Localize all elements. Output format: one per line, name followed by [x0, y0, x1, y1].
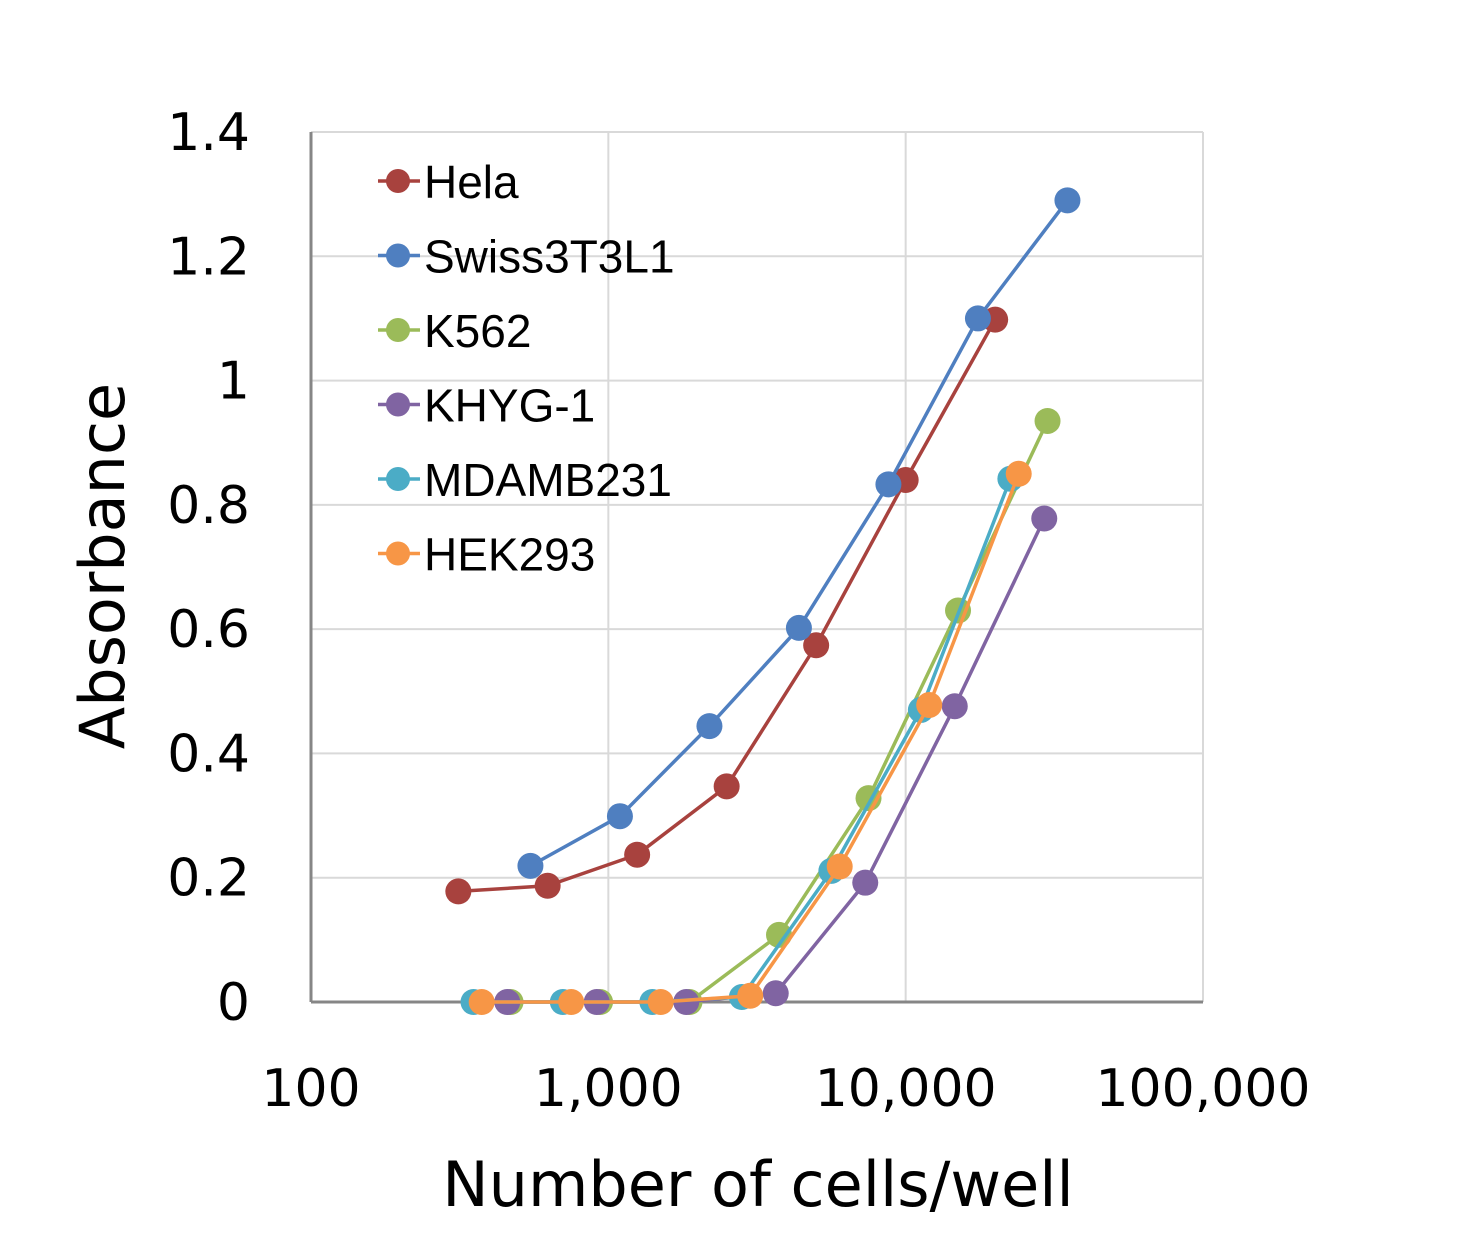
data-point-hela — [803, 632, 830, 659]
legend-item-khyg-1: KHYG-1 — [378, 380, 595, 432]
series-line-k562 — [510, 420, 1050, 1004]
legend-item-swiss3t3l1: Swiss3T3L1 — [378, 231, 675, 283]
y-tick-label: 0.4 — [167, 724, 250, 784]
legend-label: Hela — [424, 156, 519, 208]
y-tick-label: 0.6 — [167, 600, 250, 660]
legend-item-mdamb231: MDAMB231 — [378, 454, 672, 506]
y-tick-label: 1.2 — [167, 227, 250, 287]
data-point-swiss3t3l1 — [964, 305, 991, 332]
data-point-hela — [713, 773, 740, 800]
data-point-hek293 — [647, 989, 674, 1015]
data-point-khyg-1 — [673, 989, 700, 1015]
x-axis-title: Number of cells/well — [442, 1148, 1073, 1221]
y-tick-label: 1 — [217, 352, 250, 412]
legend-marker — [386, 392, 410, 417]
y-tick-label: 0.2 — [167, 849, 250, 909]
y-tick-label: 0 — [217, 973, 250, 1033]
data-point-khyg-1 — [762, 980, 789, 1007]
y-axis-title: Absorbance — [66, 383, 139, 749]
legend-label: MDAMB231 — [424, 454, 672, 506]
grid — [311, 131, 1204, 1002]
legend-label: K562 — [424, 305, 531, 357]
data-point-swiss3t3l1 — [517, 852, 544, 879]
data-point-khyg-1 — [1031, 505, 1058, 532]
data-point-k562 — [1034, 407, 1061, 434]
legend-marker — [386, 541, 410, 566]
series-line-swiss3t3l1 — [529, 199, 1069, 868]
data-point-swiss3t3l1 — [1054, 187, 1081, 214]
data-point-hek293 — [558, 989, 585, 1015]
data-point-swiss3t3l1 — [785, 614, 812, 641]
data-point-hela — [534, 872, 561, 899]
legend: Hela Swiss3T3L1 K562 KHYG-1 MDAMB231 HEK293 — [378, 156, 675, 581]
data-point-hela — [624, 841, 651, 868]
data-point-hek293 — [737, 982, 764, 1009]
data-point-hek293 — [468, 989, 495, 1015]
legend-item-hek293: HEK293 — [378, 529, 595, 581]
legend-marker — [386, 467, 410, 491]
data-point-hek293 — [826, 853, 853, 880]
series-group — [445, 187, 1081, 1015]
legend-marker — [386, 243, 410, 268]
y-tick-label: 0.8 — [167, 476, 250, 536]
legend-item-hela: Hela — [378, 156, 519, 208]
y-tick-label: 1.4 — [167, 103, 250, 163]
legend-item-k562: K562 — [378, 305, 531, 357]
data-point-hek293 — [1005, 460, 1032, 487]
data-point-k562 — [766, 921, 793, 948]
data-point-hela — [445, 878, 472, 905]
series-hek293 — [468, 460, 1032, 1015]
data-point-khyg-1 — [852, 869, 879, 896]
x-tick-label: 100,000 — [1095, 1059, 1310, 1119]
legend-marker — [386, 318, 410, 342]
data-point-swiss3t3l1 — [696, 713, 723, 740]
data-point-hek293 — [916, 691, 943, 718]
data-point-swiss3t3l1 — [875, 471, 902, 498]
x-tick-label: 1,000 — [534, 1059, 683, 1119]
legend-label: HEK293 — [424, 529, 595, 581]
legend-marker — [386, 169, 410, 193]
data-point-khyg-1 — [941, 693, 968, 720]
legend-label: Swiss3T3L1 — [424, 231, 675, 283]
data-point-swiss3t3l1 — [606, 803, 633, 830]
series-swiss3t3l1 — [517, 187, 1081, 879]
legend-label: KHYG-1 — [424, 380, 595, 432]
x-tick-label: 100 — [261, 1059, 360, 1119]
x-tick-label: 10,000 — [815, 1059, 997, 1119]
tick-labels: 0 0.2 0.4 0.6 0.8 1 1.2 1.4 100 1,000 10,000 100,00… — [167, 103, 1310, 1119]
